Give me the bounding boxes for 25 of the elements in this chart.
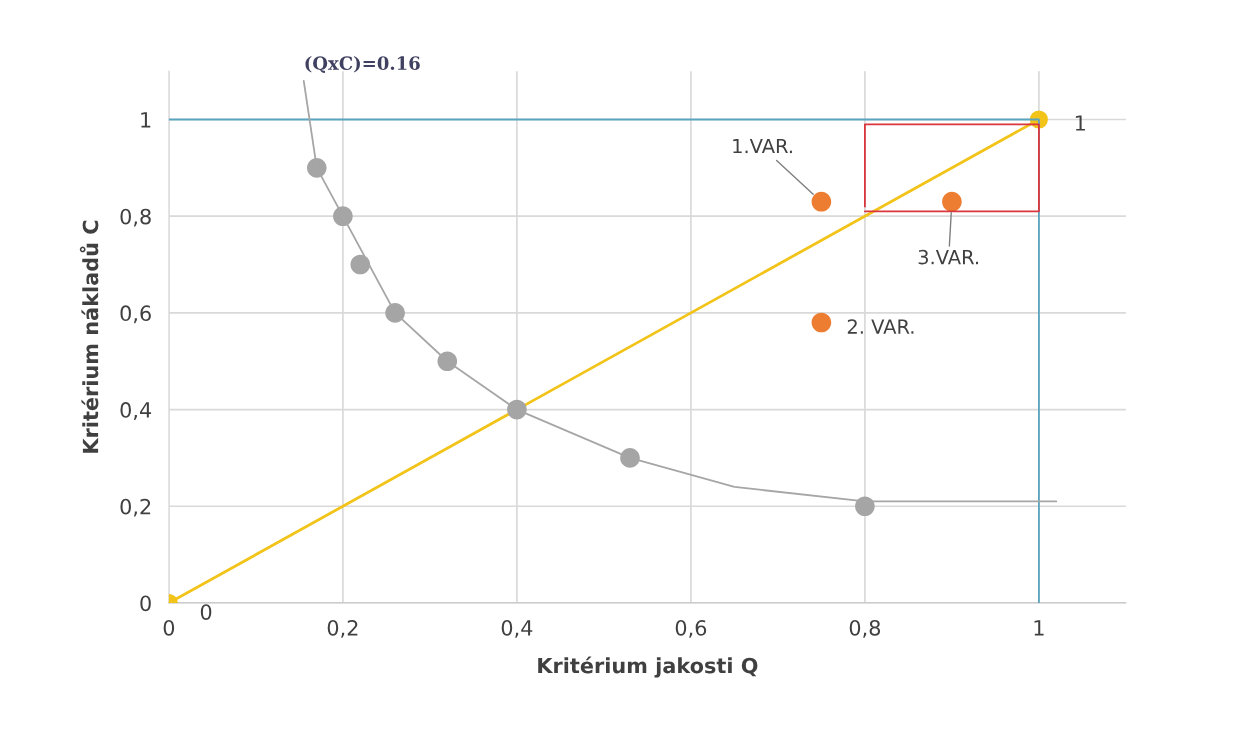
annotation: 1: [1075, 115, 1085, 131]
x-tick-label: 0,8: [849, 619, 881, 638]
y-tick-label: 1: [141, 112, 151, 128]
x-tick-label: 0: [163, 619, 175, 636]
x-tick-label: 0,2: [327, 619, 358, 638]
y-tick-label: 0: [140, 595, 151, 612]
x-tick-label: 1: [1034, 620, 1044, 636]
point: [855, 496, 875, 517]
annotation: 1.VAR.: [733, 138, 792, 154]
annotation: 0: [200, 604, 212, 620]
y-axis-title: Kritérium nákladů C: [79, 220, 99, 453]
annotation: 3.VAR.: [918, 249, 978, 265]
y-tick-label: 0,6: [120, 305, 151, 324]
x-tick-label: 0,6: [675, 619, 707, 638]
point: [350, 254, 371, 275]
y-tick-label: 0,4: [120, 402, 152, 420]
point: [811, 312, 832, 333]
annotation: (QxC)=0.16: [305, 55, 420, 73]
x-tick-label: 0,4: [501, 619, 533, 638]
point: [942, 191, 962, 212]
y-tick-label: 0,8: [120, 208, 151, 227]
point: [811, 191, 832, 212]
y-tick-label: 0,2: [120, 498, 151, 517]
x-axis-title: Kritérium jakosti Q: [538, 656, 758, 678]
annotation: 2. VAR.: [847, 319, 914, 334]
